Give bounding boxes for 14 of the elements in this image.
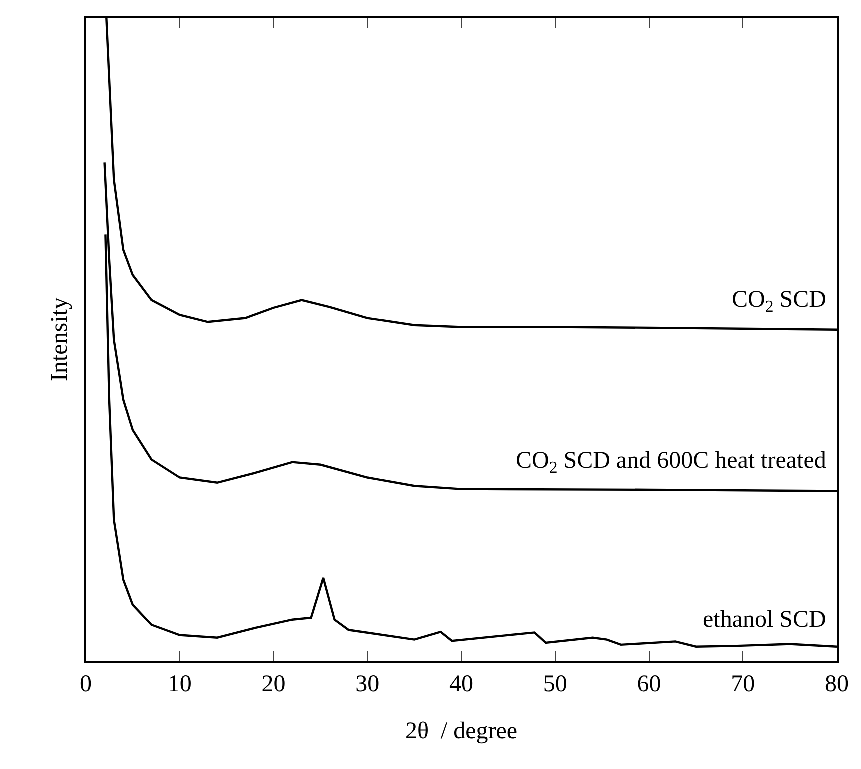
x-axis-title: 2θ / degree	[405, 718, 518, 744]
series-label: ethanol SCD	[703, 607, 826, 633]
x-tick-label: 50	[543, 672, 568, 698]
series-label: CO$_{2}$ SCD	[732, 287, 826, 316]
y-axis-title: Intensity	[46, 298, 73, 382]
x-tick-label: 10	[168, 672, 192, 698]
x-tick-label: 60	[637, 672, 662, 698]
x-tick-label: 80	[825, 672, 849, 698]
x-tick-label: 40	[450, 672, 474, 698]
x-tick-label: 0	[80, 672, 92, 698]
series-label: CO$_{2}$ SCD and 600C heat treated	[516, 448, 826, 478]
x-tick-label: 20	[262, 672, 286, 698]
x-tick-label: 70	[731, 672, 756, 698]
x-tick-label: 30	[356, 672, 380, 698]
